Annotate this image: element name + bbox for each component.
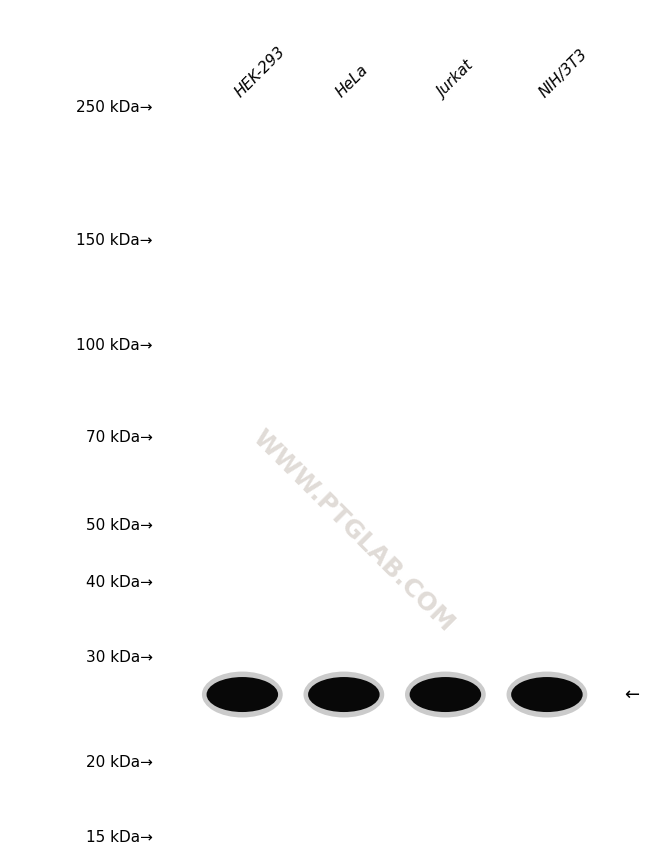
Text: HEK-293: HEK-293 xyxy=(231,45,288,101)
Ellipse shape xyxy=(405,671,486,717)
Ellipse shape xyxy=(202,671,283,717)
Text: 70 kDa→: 70 kDa→ xyxy=(86,431,153,445)
Ellipse shape xyxy=(207,677,278,712)
Text: NIH/3T3: NIH/3T3 xyxy=(536,47,590,101)
Text: 250 kDa→: 250 kDa→ xyxy=(76,100,153,116)
Text: ←: ← xyxy=(624,685,639,703)
Text: 150 kDa→: 150 kDa→ xyxy=(76,233,153,248)
Ellipse shape xyxy=(304,671,384,717)
Text: 15 kDa→: 15 kDa→ xyxy=(86,829,153,845)
Ellipse shape xyxy=(511,677,582,712)
Ellipse shape xyxy=(308,677,380,712)
Text: WWW.PTGLAB.COM: WWW.PTGLAB.COM xyxy=(248,425,458,636)
Text: 50 kDa→: 50 kDa→ xyxy=(86,518,153,532)
Text: HeLa: HeLa xyxy=(333,63,371,101)
Text: Jurkat: Jurkat xyxy=(435,59,477,101)
Text: 20 kDa→: 20 kDa→ xyxy=(86,755,153,770)
Ellipse shape xyxy=(506,671,588,717)
Ellipse shape xyxy=(410,677,481,712)
Text: 40 kDa→: 40 kDa→ xyxy=(86,576,153,590)
Text: 30 kDa→: 30 kDa→ xyxy=(86,650,153,665)
Text: 100 kDa→: 100 kDa→ xyxy=(76,338,153,353)
